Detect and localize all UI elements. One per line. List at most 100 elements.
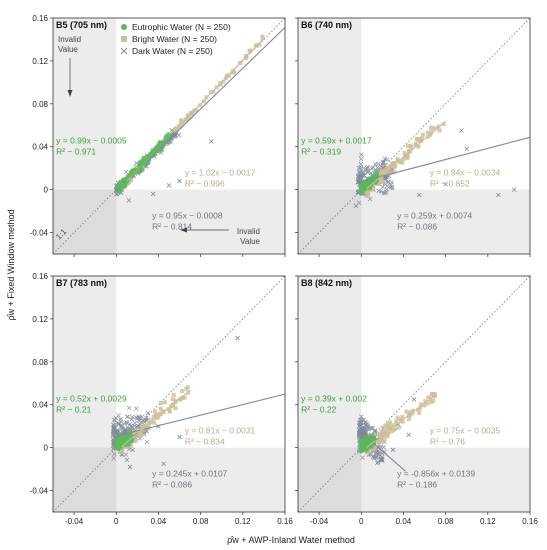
invalid-value-label-bottom: Value	[240, 237, 260, 246]
bright-water-point	[257, 42, 262, 47]
bright-water-point	[162, 400, 167, 405]
dark-water-point	[356, 174, 361, 179]
y-axis-label: ρ̂w + Fixed Window method	[6, 210, 16, 321]
invalid-region-horizontal	[116, 447, 285, 512]
bright-water-point	[416, 144, 421, 149]
dark-fit-r2: R² ~ 0.086	[152, 480, 192, 490]
bright-water-point	[142, 423, 147, 428]
dark-water-point	[380, 160, 386, 166]
eutrophic-fit-r2: R² ~ 0.319	[301, 147, 341, 157]
panel-1: -0.04 0 0.04 0.08 0.12 0.16 B5 (705 nm) y = 0.9…	[30, 14, 286, 257]
invalid-region-corner	[298, 189, 362, 254]
bright-water-point	[430, 125, 435, 130]
points	[110, 335, 285, 470]
dark-water-point	[365, 423, 371, 429]
bright-water-point	[152, 420, 157, 425]
dark-water-point	[443, 181, 448, 187]
dark-water-point	[112, 426, 118, 431]
dark-water-point	[378, 163, 384, 169]
dark-water-point	[136, 415, 142, 421]
bright-fit-equation: y = 0.84x − 0.0034	[430, 168, 501, 178]
dark-water-point	[235, 335, 240, 341]
invalid-region-horizontal	[361, 447, 530, 512]
bright-water-point	[149, 418, 154, 423]
bright-water-point	[388, 423, 393, 428]
bright-water-point	[417, 410, 422, 415]
bright-water-point	[248, 48, 253, 53]
eutrophic-fit-equation: y = 0.99x − 0.0005	[56, 136, 127, 146]
bright-water-point	[389, 429, 394, 434]
dark-water-point	[406, 432, 412, 438]
bright-water-point	[151, 414, 156, 419]
dark-water-point	[361, 165, 366, 171]
dark-water-point	[110, 430, 116, 435]
bright-water-point	[180, 389, 185, 394]
dark-water-point	[112, 418, 118, 423]
bright-water-point	[414, 136, 419, 141]
y-tick-label: 0.12	[32, 57, 48, 66]
bright-fit-equation: y = 0.81x − 0.0031	[185, 426, 256, 436]
dark-fit-line	[358, 430, 406, 472]
bright-water-point	[260, 36, 265, 41]
bright-water-point	[407, 410, 412, 415]
dark-water-point	[373, 455, 379, 460]
dark-water-point	[496, 192, 501, 198]
invalid-region-horizontal	[116, 189, 285, 254]
dark-fit-r2: R² ~ 0.186	[397, 480, 437, 490]
dark-water-point	[390, 447, 396, 453]
dark-water-point	[384, 186, 390, 192]
bright-water-point	[383, 423, 388, 428]
bright-water-point	[209, 90, 214, 95]
dark-water-point	[208, 139, 214, 144]
dark-water-point	[166, 183, 172, 188]
dark-water-point	[380, 458, 385, 463]
dark-water-point	[357, 427, 362, 433]
bright-water-point	[425, 401, 430, 406]
dark-water-point	[126, 405, 132, 411]
bright-water-point	[407, 149, 412, 154]
bright-fit-equation: y = 0.75x − 0.0035	[430, 426, 501, 436]
bright-water-point	[413, 143, 418, 148]
dark-water-point	[144, 439, 150, 445]
x-tick-label: 0.04	[396, 517, 412, 526]
x-tick-label: 0.16	[277, 517, 293, 526]
x-axis-label: ρ̂w + AWP-Inland Water method	[227, 535, 355, 545]
plot-frame	[297, 275, 531, 513]
bright-water-point	[180, 395, 185, 400]
dark-water-point	[124, 457, 130, 463]
one-to-one-line	[52, 275, 286, 513]
eutrophic-water-point	[126, 442, 131, 447]
bright-water-point	[218, 82, 223, 87]
dark-water-point	[161, 461, 167, 467]
bright-fit-r2: R² ~ 0.834	[185, 437, 225, 447]
one-to-one-line	[297, 275, 531, 513]
dark-water-point	[128, 423, 134, 429]
bright-water-point	[383, 428, 388, 433]
x-tick-label: 0.08	[193, 517, 209, 526]
eutrophic-water-point	[361, 438, 366, 443]
eutrophic-fit-r2: R² ~ 0.21	[56, 405, 91, 415]
dark-water-point	[369, 166, 375, 171]
bright-water-point	[185, 113, 190, 118]
legend-marker-bright	[121, 36, 127, 42]
dark-water-point	[358, 156, 364, 162]
eutrophic-fit-equation: y = 0.59x + 0.0017	[301, 136, 372, 146]
dark-water-point	[116, 428, 121, 434]
dark-water-point	[411, 397, 417, 402]
dark-water-point	[459, 128, 464, 133]
bright-water-point	[441, 122, 446, 127]
bright-water-point	[416, 407, 421, 412]
eutrophic-fit-line	[116, 432, 138, 446]
bright-water-point	[395, 157, 400, 162]
x-tick-label: 0.04	[151, 517, 167, 526]
bright-water-point	[119, 450, 124, 455]
dark-water-point	[372, 428, 378, 434]
dark-water-point	[129, 417, 134, 422]
bright-water-point	[392, 169, 397, 174]
panel-title: B7 (783 nm)	[56, 278, 107, 288]
dark-water-point	[145, 411, 151, 416]
bright-water-point	[372, 446, 377, 451]
dark-water-point	[359, 152, 364, 157]
dark-water-point	[134, 406, 139, 411]
panel-4: -0.04 0 0.04 0.08 0.12 0.16 B8 (842 nm) y = 0.3…	[295, 275, 538, 526]
